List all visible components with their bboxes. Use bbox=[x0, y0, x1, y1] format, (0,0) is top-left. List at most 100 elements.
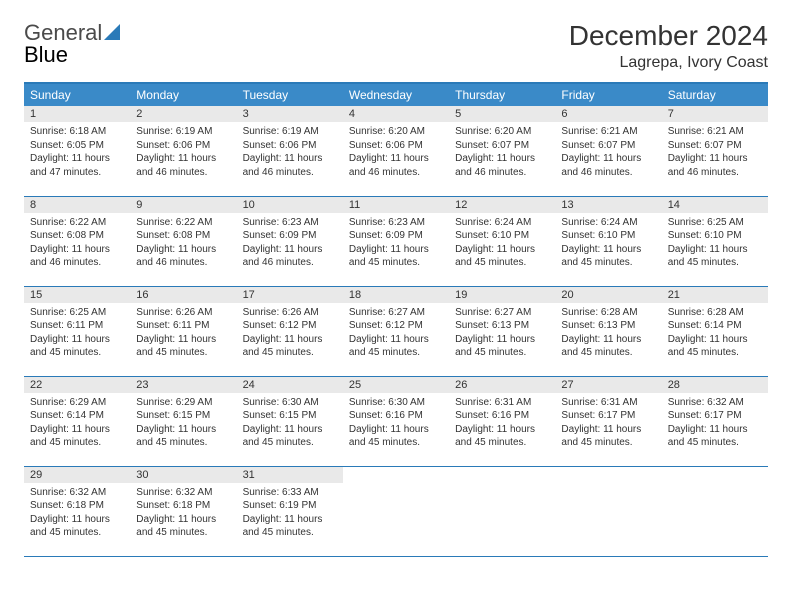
day-number: 11 bbox=[343, 197, 449, 213]
day-number: 22 bbox=[24, 377, 130, 393]
weekday-header: Monday bbox=[130, 83, 236, 106]
day-number: 9 bbox=[130, 197, 236, 213]
day-number: 30 bbox=[130, 467, 236, 483]
day-details: Sunrise: 6:28 AMSunset: 6:14 PMDaylight:… bbox=[662, 303, 768, 366]
day-details: Sunrise: 6:28 AMSunset: 6:13 PMDaylight:… bbox=[555, 303, 661, 366]
day-number: 2 bbox=[130, 106, 236, 122]
day-details: Sunrise: 6:19 AMSunset: 6:06 PMDaylight:… bbox=[237, 122, 343, 185]
day-details: Sunrise: 6:20 AMSunset: 6:07 PMDaylight:… bbox=[449, 122, 555, 185]
day-details: Sunrise: 6:29 AMSunset: 6:14 PMDaylight:… bbox=[24, 393, 130, 456]
calendar-cell bbox=[662, 466, 768, 556]
day-number: 23 bbox=[130, 377, 236, 393]
day-number: 21 bbox=[662, 287, 768, 303]
day-details: Sunrise: 6:32 AMSunset: 6:18 PMDaylight:… bbox=[130, 483, 236, 546]
day-number: 10 bbox=[237, 197, 343, 213]
logo-text-2: Blue bbox=[24, 42, 68, 68]
day-details: Sunrise: 6:27 AMSunset: 6:13 PMDaylight:… bbox=[449, 303, 555, 366]
day-number: 29 bbox=[24, 467, 130, 483]
location: Lagrepa, Ivory Coast bbox=[569, 54, 768, 72]
day-details: Sunrise: 6:24 AMSunset: 6:10 PMDaylight:… bbox=[449, 213, 555, 276]
day-details: Sunrise: 6:20 AMSunset: 6:06 PMDaylight:… bbox=[343, 122, 449, 185]
calendar-row: 1Sunrise: 6:18 AMSunset: 6:05 PMDaylight… bbox=[24, 106, 768, 196]
calendar-table: SundayMondayTuesdayWednesdayThursdayFrid… bbox=[24, 82, 768, 557]
calendar-cell: 16Sunrise: 6:26 AMSunset: 6:11 PMDayligh… bbox=[130, 286, 236, 376]
calendar-cell: 5Sunrise: 6:20 AMSunset: 6:07 PMDaylight… bbox=[449, 106, 555, 196]
calendar-cell bbox=[343, 466, 449, 556]
calendar-cell: 27Sunrise: 6:31 AMSunset: 6:17 PMDayligh… bbox=[555, 376, 661, 466]
calendar-cell: 14Sunrise: 6:25 AMSunset: 6:10 PMDayligh… bbox=[662, 196, 768, 286]
calendar-cell: 1Sunrise: 6:18 AMSunset: 6:05 PMDaylight… bbox=[24, 106, 130, 196]
calendar-cell: 15Sunrise: 6:25 AMSunset: 6:11 PMDayligh… bbox=[24, 286, 130, 376]
day-number: 4 bbox=[343, 106, 449, 122]
weekday-header: Friday bbox=[555, 83, 661, 106]
calendar-cell: 26Sunrise: 6:31 AMSunset: 6:16 PMDayligh… bbox=[449, 376, 555, 466]
day-number: 26 bbox=[449, 377, 555, 393]
day-number: 27 bbox=[555, 377, 661, 393]
calendar-cell: 24Sunrise: 6:30 AMSunset: 6:15 PMDayligh… bbox=[237, 376, 343, 466]
calendar-cell: 29Sunrise: 6:32 AMSunset: 6:18 PMDayligh… bbox=[24, 466, 130, 556]
weekday-header-row: SundayMondayTuesdayWednesdayThursdayFrid… bbox=[24, 83, 768, 106]
calendar-row: 8Sunrise: 6:22 AMSunset: 6:08 PMDaylight… bbox=[24, 196, 768, 286]
calendar-cell: 21Sunrise: 6:28 AMSunset: 6:14 PMDayligh… bbox=[662, 286, 768, 376]
calendar-cell: 6Sunrise: 6:21 AMSunset: 6:07 PMDaylight… bbox=[555, 106, 661, 196]
calendar-cell: 12Sunrise: 6:24 AMSunset: 6:10 PMDayligh… bbox=[449, 196, 555, 286]
day-details: Sunrise: 6:22 AMSunset: 6:08 PMDaylight:… bbox=[130, 213, 236, 276]
month-title: December 2024 bbox=[569, 20, 768, 52]
day-number: 19 bbox=[449, 287, 555, 303]
calendar-cell: 19Sunrise: 6:27 AMSunset: 6:13 PMDayligh… bbox=[449, 286, 555, 376]
day-number: 20 bbox=[555, 287, 661, 303]
calendar-cell: 11Sunrise: 6:23 AMSunset: 6:09 PMDayligh… bbox=[343, 196, 449, 286]
calendar-cell: 3Sunrise: 6:19 AMSunset: 6:06 PMDaylight… bbox=[237, 106, 343, 196]
day-number: 14 bbox=[662, 197, 768, 213]
calendar-cell: 4Sunrise: 6:20 AMSunset: 6:06 PMDaylight… bbox=[343, 106, 449, 196]
day-details: Sunrise: 6:22 AMSunset: 6:08 PMDaylight:… bbox=[24, 213, 130, 276]
day-number: 16 bbox=[130, 287, 236, 303]
day-details: Sunrise: 6:30 AMSunset: 6:15 PMDaylight:… bbox=[237, 393, 343, 456]
day-number: 25 bbox=[343, 377, 449, 393]
day-details: Sunrise: 6:25 AMSunset: 6:10 PMDaylight:… bbox=[662, 213, 768, 276]
day-details: Sunrise: 6:25 AMSunset: 6:11 PMDaylight:… bbox=[24, 303, 130, 366]
day-number: 15 bbox=[24, 287, 130, 303]
day-details: Sunrise: 6:32 AMSunset: 6:17 PMDaylight:… bbox=[662, 393, 768, 456]
day-details: Sunrise: 6:18 AMSunset: 6:05 PMDaylight:… bbox=[24, 122, 130, 185]
calendar-row: 22Sunrise: 6:29 AMSunset: 6:14 PMDayligh… bbox=[24, 376, 768, 466]
day-number: 17 bbox=[237, 287, 343, 303]
day-number: 12 bbox=[449, 197, 555, 213]
header: General December 2024 Lagrepa, Ivory Coa… bbox=[24, 20, 768, 72]
weekday-header: Wednesday bbox=[343, 83, 449, 106]
day-details: Sunrise: 6:31 AMSunset: 6:17 PMDaylight:… bbox=[555, 393, 661, 456]
day-details: Sunrise: 6:19 AMSunset: 6:06 PMDaylight:… bbox=[130, 122, 236, 185]
day-number: 7 bbox=[662, 106, 768, 122]
day-number: 5 bbox=[449, 106, 555, 122]
day-number: 31 bbox=[237, 467, 343, 483]
day-details: Sunrise: 6:23 AMSunset: 6:09 PMDaylight:… bbox=[343, 213, 449, 276]
calendar-cell: 8Sunrise: 6:22 AMSunset: 6:08 PMDaylight… bbox=[24, 196, 130, 286]
day-number: 18 bbox=[343, 287, 449, 303]
day-number: 1 bbox=[24, 106, 130, 122]
calendar-row: 15Sunrise: 6:25 AMSunset: 6:11 PMDayligh… bbox=[24, 286, 768, 376]
day-details: Sunrise: 6:30 AMSunset: 6:16 PMDaylight:… bbox=[343, 393, 449, 456]
calendar-cell: 17Sunrise: 6:26 AMSunset: 6:12 PMDayligh… bbox=[237, 286, 343, 376]
weekday-header: Saturday bbox=[662, 83, 768, 106]
calendar-cell: 20Sunrise: 6:28 AMSunset: 6:13 PMDayligh… bbox=[555, 286, 661, 376]
day-number: 8 bbox=[24, 197, 130, 213]
calendar-cell: 23Sunrise: 6:29 AMSunset: 6:15 PMDayligh… bbox=[130, 376, 236, 466]
day-number: 6 bbox=[555, 106, 661, 122]
day-details: Sunrise: 6:21 AMSunset: 6:07 PMDaylight:… bbox=[555, 122, 661, 185]
day-details: Sunrise: 6:33 AMSunset: 6:19 PMDaylight:… bbox=[237, 483, 343, 546]
day-number: 13 bbox=[555, 197, 661, 213]
day-details: Sunrise: 6:24 AMSunset: 6:10 PMDaylight:… bbox=[555, 213, 661, 276]
day-details: Sunrise: 6:27 AMSunset: 6:12 PMDaylight:… bbox=[343, 303, 449, 366]
calendar-cell bbox=[449, 466, 555, 556]
logo-sail-icon bbox=[104, 24, 124, 42]
weekday-header: Tuesday bbox=[237, 83, 343, 106]
calendar-cell: 13Sunrise: 6:24 AMSunset: 6:10 PMDayligh… bbox=[555, 196, 661, 286]
calendar-cell bbox=[555, 466, 661, 556]
calendar-cell: 9Sunrise: 6:22 AMSunset: 6:08 PMDaylight… bbox=[130, 196, 236, 286]
day-details: Sunrise: 6:21 AMSunset: 6:07 PMDaylight:… bbox=[662, 122, 768, 185]
calendar-cell: 28Sunrise: 6:32 AMSunset: 6:17 PMDayligh… bbox=[662, 376, 768, 466]
calendar-cell: 2Sunrise: 6:19 AMSunset: 6:06 PMDaylight… bbox=[130, 106, 236, 196]
calendar-cell: 10Sunrise: 6:23 AMSunset: 6:09 PMDayligh… bbox=[237, 196, 343, 286]
weekday-header: Sunday bbox=[24, 83, 130, 106]
day-details: Sunrise: 6:26 AMSunset: 6:12 PMDaylight:… bbox=[237, 303, 343, 366]
